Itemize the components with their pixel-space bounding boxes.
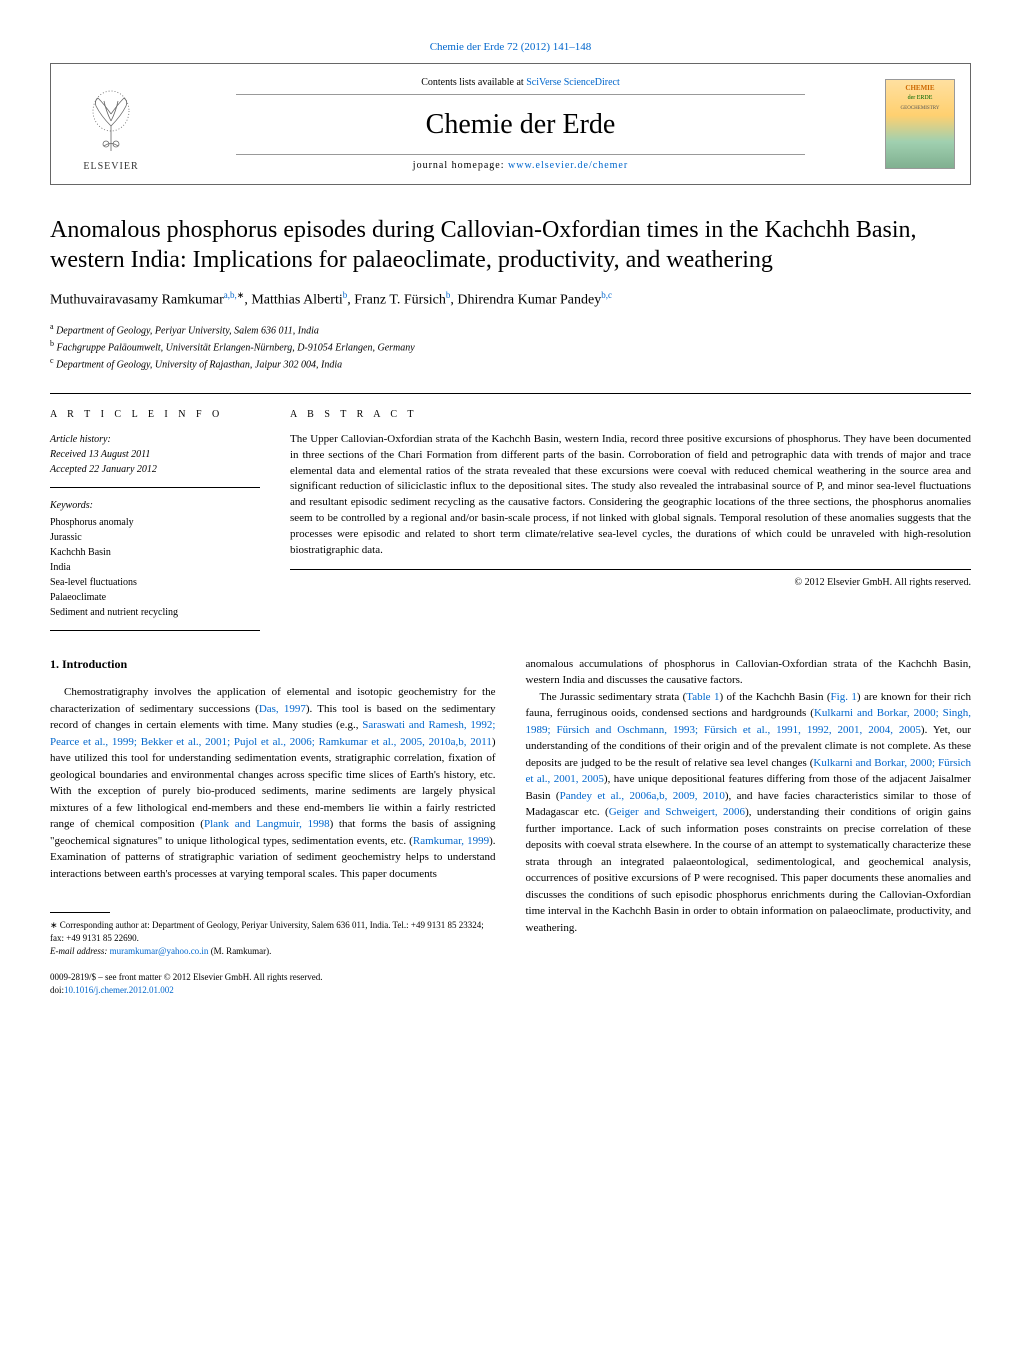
author-1-marks: a,b,: [224, 290, 237, 300]
citation-header: Chemie der Erde 72 (2012) 141–148: [50, 40, 971, 55]
abstract-copyright: © 2012 Elsevier GmbH. All rights reserve…: [290, 576, 971, 590]
contents-available: Contents lists available at SciVerse Sci…: [236, 76, 805, 95]
author-3: Franz T. Fürsich: [354, 293, 446, 308]
journal-cover-thumbnail: CHEMIE der ERDE GEOCHEMISTRY: [885, 79, 955, 169]
authors-line: Muthuvairavasamy Ramkumara,b,∗, Matthias…: [50, 289, 971, 310]
author-1: Muthuvairavasamy Ramkumar: [50, 293, 224, 308]
info-abstract-row: a r t i c l e i n f o Article history: R…: [50, 393, 971, 631]
email-link[interactable]: muramkumar@yahoo.co.in: [110, 946, 209, 956]
aff-b-text: Fachgruppe Paläoumwelt, Universität Erla…: [57, 342, 415, 353]
keywords-block: Keywords: Phosphorus anomaly Jurassic Ka…: [50, 498, 260, 631]
body-para-3: The Jurassic sedimentary strata (Table 1…: [526, 689, 972, 937]
ref-fig-1[interactable]: Fig. 1: [831, 691, 857, 703]
bottom-meta: 0009-2819/$ – see front matter © 2012 El…: [50, 971, 496, 996]
keywords-label: Keywords:: [50, 498, 260, 513]
abstract-heading: a b s t r a c t: [290, 408, 971, 422]
journal-name: Chemie der Erde: [156, 105, 885, 144]
author-4-marks: b,c: [601, 290, 612, 300]
body-columns: 1. Introduction Chemostratigraphy involv…: [50, 656, 971, 997]
author-3-marks: b: [446, 290, 451, 300]
citation-link[interactable]: Chemie der Erde 72 (2012) 141–148: [430, 41, 592, 53]
aff-a-mark: a: [50, 322, 54, 331]
footnotes: ∗ Corresponding author at: Department of…: [50, 919, 496, 957]
journal-header-box: ELSEVIER Contents lists available at Sci…: [50, 63, 971, 185]
author-1-star: ∗: [237, 290, 245, 300]
corresponding-author-note: ∗ Corresponding author at: Department of…: [50, 919, 496, 944]
ref-pandey[interactable]: Pandey et al., 2006a,b, 2009, 2010: [560, 790, 725, 802]
sciencedirect-link[interactable]: SciVerse ScienceDirect: [526, 77, 620, 88]
body-para-1: Chemostratigraphy involves the applicati…: [50, 684, 496, 882]
affiliation-c: c Department of Geology, University of R…: [50, 355, 971, 372]
cover-line-3: GEOCHEMISTRY: [901, 105, 940, 112]
author-4: Dhirendra Kumar Pandey: [457, 293, 601, 308]
affiliations: a Department of Geology, Periyar Univers…: [50, 321, 971, 373]
keyword-5: Sea-level fluctuations: [50, 577, 137, 588]
elsevier-tree-icon: [76, 86, 146, 156]
header-center: Contents lists available at SciVerse Sci…: [156, 76, 885, 173]
article-history: Article history: Received 13 August 2011…: [50, 432, 260, 488]
body-column-left: 1. Introduction Chemostratigraphy involv…: [50, 656, 496, 997]
history-label: Article history:: [50, 434, 111, 445]
abstract-column: a b s t r a c t The Upper Callovian-Oxfo…: [290, 408, 971, 631]
article-info-heading: a r t i c l e i n f o: [50, 408, 260, 422]
journal-homepage: journal homepage: www.elsevier.de/chemer: [236, 154, 805, 173]
keyword-7: Sediment and nutrient recycling: [50, 607, 178, 618]
aff-a-text: Department of Geology, Periyar Universit…: [56, 325, 319, 336]
section-1-heading: 1. Introduction: [50, 656, 496, 673]
p1-c: ) have utilized this tool for understand…: [50, 736, 496, 831]
p3-g: ), understanding their conditions of ori…: [526, 806, 972, 934]
doi-link[interactable]: 10.1016/j.chemer.2012.01.002: [64, 985, 174, 995]
keyword-6: Palaeoclimate: [50, 592, 106, 603]
homepage-link[interactable]: www.elsevier.de/chemer: [508, 160, 628, 171]
ref-table-1[interactable]: Table 1: [686, 691, 719, 703]
ref-plank-1998[interactable]: Plank and Langmuir, 1998: [204, 818, 330, 830]
affiliation-b: b Fachgruppe Paläoumwelt, Universität Er…: [50, 338, 971, 355]
abstract-text: The Upper Callovian-Oxfordian strata of …: [290, 432, 971, 571]
author-2: Matthias Alberti: [251, 293, 342, 308]
keyword-3: Kachchh Basin: [50, 547, 111, 558]
publisher-name: ELSEVIER: [83, 160, 138, 174]
aff-c-text: Department of Geology, University of Raj…: [56, 360, 342, 371]
keyword-1: Phosphorus anomaly: [50, 517, 134, 528]
accepted-date: Accepted 22 January 2012: [50, 464, 157, 475]
ref-geiger[interactable]: Geiger and Schweigert, 2006: [609, 806, 745, 818]
article-title: Anomalous phosphorus episodes during Cal…: [50, 215, 971, 275]
author-2-marks: b: [343, 290, 348, 300]
cover-line-2: der ERDE: [908, 94, 933, 102]
contents-prefix: Contents lists available at: [421, 77, 526, 88]
email-suffix: (M. Ramkumar).: [208, 946, 271, 956]
doi-line: doi:10.1016/j.chemer.2012.01.002: [50, 984, 496, 997]
affiliation-a: a Department of Geology, Periyar Univers…: [50, 321, 971, 338]
footnote-separator: [50, 912, 110, 913]
article-info-column: a r t i c l e i n f o Article history: R…: [50, 408, 260, 631]
p3-b: ) of the Kachchh Basin (: [719, 691, 830, 703]
cover-line-1: CHEMIE: [905, 84, 934, 94]
publisher-logo: ELSEVIER: [66, 74, 156, 174]
p3-a: The Jurassic sedimentary strata (: [540, 691, 687, 703]
body-column-right: anomalous accumulations of phosphorus in…: [526, 656, 972, 997]
doi-prefix: doi:: [50, 985, 64, 995]
keyword-4: India: [50, 562, 71, 573]
body-para-2: anomalous accumulations of phosphorus in…: [526, 656, 972, 689]
front-matter-line: 0009-2819/$ – see front matter © 2012 El…: [50, 971, 496, 984]
ref-ramkumar-1999[interactable]: Ramkumar, 1999: [413, 835, 489, 847]
keyword-2: Jurassic: [50, 532, 82, 543]
ref-das-1997[interactable]: Das, 1997: [259, 703, 306, 715]
email-line: E-mail address: muramkumar@yahoo.co.in (…: [50, 945, 496, 958]
email-label: E-mail address:: [50, 946, 110, 956]
received-date: Received 13 August 2011: [50, 449, 150, 460]
aff-b-mark: b: [50, 339, 54, 348]
homepage-prefix: journal homepage:: [413, 160, 508, 171]
aff-c-mark: c: [50, 356, 54, 365]
